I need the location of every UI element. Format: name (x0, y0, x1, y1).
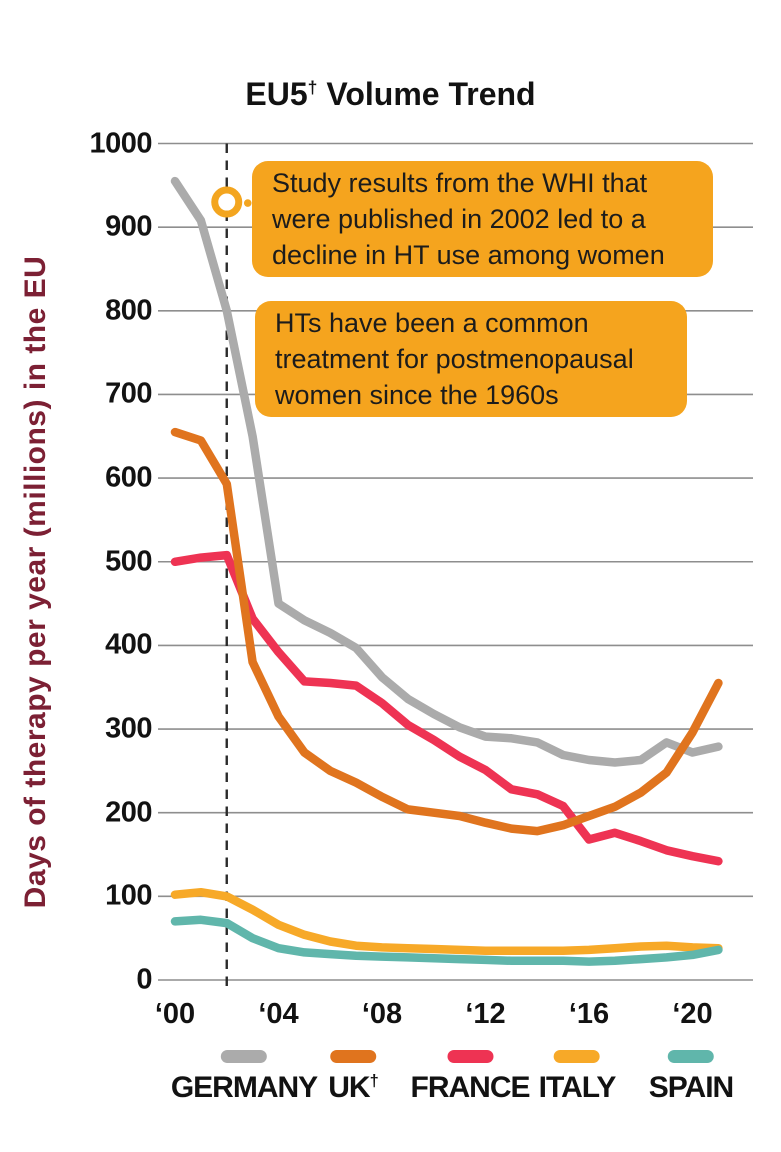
callout-whi-study: Study results from the WHI that were publ… (252, 161, 713, 277)
legend-item-spain: SPAIN (648, 1050, 734, 1105)
y-tick-label: 500 (105, 545, 152, 578)
y-tick-label: 800 (105, 294, 152, 327)
x-tick-label: ‘08 (361, 998, 403, 1030)
line-spain (170, 915, 723, 966)
x-tick-label: ‘12 (465, 998, 506, 1030)
chart-title: EU5† Volume Trend (0, 76, 781, 113)
callout-line: were published in 2002 led to a (272, 204, 646, 234)
legend-swatch-spain (668, 1050, 714, 1063)
y-tick-label: 300 (105, 712, 152, 745)
callout-line: women since the 1960s (275, 380, 559, 410)
legend-item-italy: ITALY (539, 1050, 616, 1105)
line-france (170, 550, 723, 866)
legend-swatch-france (447, 1050, 493, 1063)
line-uk (170, 427, 723, 836)
legend-swatch-italy (554, 1050, 600, 1063)
y-tick-label: 0 (136, 963, 152, 996)
y-tick-label: 600 (105, 461, 152, 494)
chart-title-suffix: Volume Trend (317, 76, 536, 112)
chart-title-prefix: EU5 (245, 76, 308, 112)
legend: GERMANY UK† FRANCE ITALY SPAIN (0, 1050, 781, 1110)
callout-ht-history: HTs have been a common treatment for post… (255, 301, 687, 417)
event-marker-leader-dot (243, 199, 252, 207)
callout-line: decline in HT use among women (272, 240, 665, 270)
legend-item-uk: UK† (328, 1050, 379, 1105)
callout-line: HTs have been a common (275, 308, 589, 338)
legend-item-france: FRANCE (410, 1050, 531, 1105)
legend-item-germany: GERMANY (170, 1050, 318, 1105)
dagger-icon: † (307, 77, 318, 98)
legend-label: GERMANY (170, 1071, 318, 1104)
x-tick-label: ‘16 (568, 998, 610, 1030)
legend-label: FRANCE (410, 1071, 531, 1104)
event-marker-ring (211, 186, 243, 218)
line-italy (170, 887, 723, 955)
x-tick-label: ‘04 (258, 998, 299, 1030)
y-tick-label: 700 (105, 377, 152, 410)
legend-label: ITALY (538, 1071, 617, 1104)
legend-label: UK† (328, 1071, 379, 1104)
y-tick-label: 900 (105, 210, 152, 243)
dagger-icon: † (369, 1072, 379, 1090)
callout-line: Study results from the WHI that (272, 168, 648, 198)
x-tick-label: ‘20 (672, 998, 713, 1030)
x-tick-label: ‘00 (154, 998, 196, 1030)
y-tick-label: 400 (105, 628, 152, 661)
y-tick-label: 1000 (89, 127, 152, 159)
line-germany (170, 176, 723, 767)
y-tick-label: 200 (105, 796, 152, 829)
legend-swatch-uk (330, 1050, 376, 1063)
legend-label: SPAIN (648, 1071, 734, 1104)
y-tick-label: 100 (105, 879, 152, 912)
legend-swatch-germany (221, 1050, 267, 1063)
callout-line: treatment for postmenopausal (275, 344, 634, 374)
